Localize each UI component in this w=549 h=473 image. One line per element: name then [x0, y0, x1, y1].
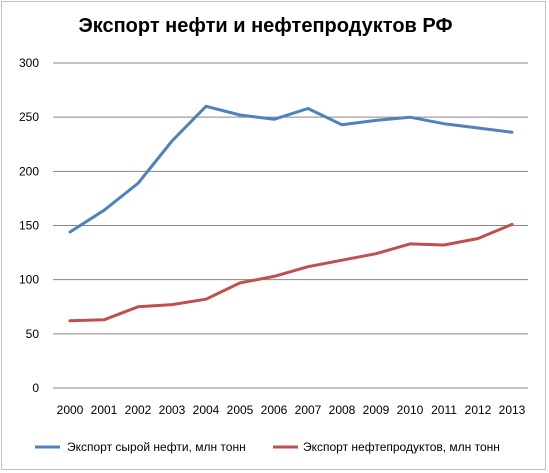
x-tick-label-2001: 2001 — [91, 403, 118, 417]
y-tick-label-0: 0 — [32, 381, 39, 395]
x-tick-label-2008: 2008 — [329, 403, 356, 417]
x-tick-label-2004: 2004 — [193, 403, 220, 417]
x-tick-label-2007: 2007 — [295, 403, 322, 417]
x-tick-label-2009: 2009 — [363, 403, 390, 417]
x-tick-label-2013: 2013 — [499, 403, 526, 417]
series-lines — [68, 104, 514, 323]
legend-label-1: Экспорт сырой нефти, млн тонн — [67, 440, 246, 454]
x-tick-label-2010: 2010 — [397, 403, 424, 417]
chart-title: Экспорт нефти и нефтепродуктов РФ — [78, 15, 453, 37]
y-tick-label-50: 50 — [26, 327, 40, 341]
y-tick-label-100: 100 — [19, 273, 39, 287]
y-tick-label-250: 250 — [19, 110, 39, 124]
y-axis-ticks: 0 50 100 150 200 250 300 — [19, 56, 39, 395]
x-tick-label-2006: 2006 — [261, 403, 288, 417]
legend: Экспорт сырой нефти, млн тонн Экспорт неф… — [35, 440, 500, 454]
y-tick-label-300: 300 — [19, 56, 39, 70]
x-tick-label-2011: 2011 — [431, 403, 457, 417]
series-line-2 — [68, 222, 514, 323]
y-tick-label-200: 200 — [19, 164, 39, 178]
y-tick-label-150: 150 — [19, 219, 39, 233]
x-axis-ticks: 2000 2001 2002 2003 2004 2005 2006 2007 2008 2009… — [57, 403, 526, 417]
x-tick-label-2002: 2002 — [125, 403, 152, 417]
x-tick-label-2003: 2003 — [159, 403, 186, 417]
gridlines — [53, 62, 528, 389]
legend-label-2: Экспорт нефтепродуктов, млн тонн — [303, 440, 500, 454]
x-tick-label-2005: 2005 — [227, 403, 254, 417]
series-line-1 — [68, 104, 514, 234]
x-tick-label-2000: 2000 — [57, 403, 84, 417]
x-tick-label-2012: 2012 — [465, 403, 492, 417]
